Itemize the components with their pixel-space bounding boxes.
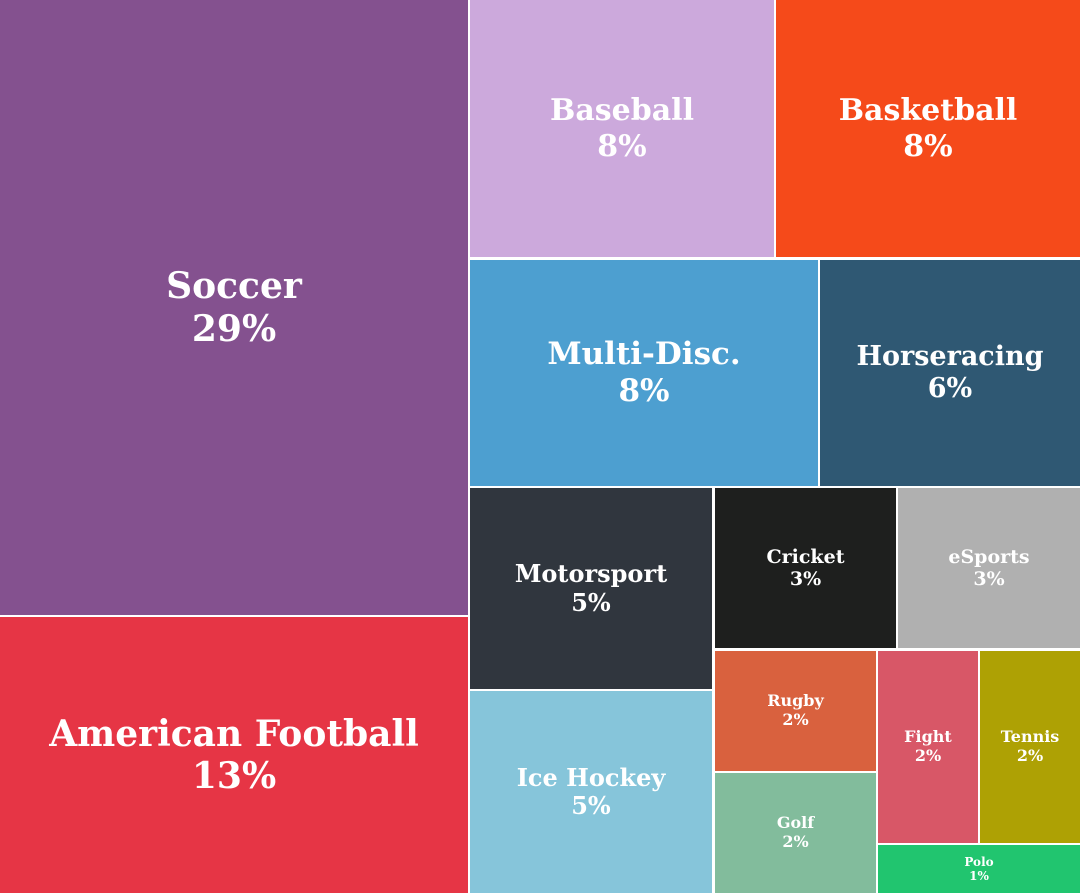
treemap-tile-ice-hockey: Ice Hockey 5% — [470, 691, 712, 893]
tile-percent-label: 29% — [191, 307, 277, 350]
tile-name-label: Baseball — [550, 93, 694, 129]
tile-name-label: Soccer — [166, 265, 302, 308]
tile-name-label: Fight — [904, 727, 952, 747]
treemap-tile-baseball: Baseball 8% — [470, 0, 774, 257]
tile-name-label: American Football — [49, 712, 419, 755]
tile-percent-label: 8% — [597, 128, 647, 164]
treemap-tile-american-football: American Football 13% — [0, 617, 468, 893]
tile-name-label: Ice Hockey — [516, 762, 666, 792]
treemap-tile-horseracing: Horseracing 6% — [820, 260, 1080, 486]
treemap-tile-multi-disc: Multi-Disc. 8% — [470, 260, 818, 486]
tile-percent-label: 2% — [1016, 746, 1044, 765]
treemap-tile-golf: Golf 2% — [715, 773, 876, 893]
treemap-tile-basketball: Basketball 8% — [776, 0, 1080, 257]
tile-percent-label: 13% — [191, 755, 277, 797]
tile-name-label: Motorsport — [514, 559, 668, 589]
tile-percent-label: 2% — [782, 832, 809, 851]
tile-name-label: Polo — [964, 854, 994, 869]
tile-percent-label: 5% — [571, 587, 611, 617]
treemap-tile-fight: Fight 2% — [878, 651, 978, 843]
tile-name-label: Multi-Disc. — [547, 336, 741, 373]
tile-name-label: Golf — [776, 813, 815, 833]
tile-name-label: Tennis — [1000, 727, 1060, 747]
treemap-tile-cricket: Cricket 3% — [715, 488, 896, 648]
tile-percent-label: 2% — [782, 710, 809, 729]
treemap-tile-esports: eSports 3% — [898, 488, 1080, 648]
tile-percent-label: 1% — [969, 869, 989, 883]
tile-percent-label: 3% — [789, 568, 822, 590]
tile-name-label: Cricket — [766, 545, 845, 568]
tile-name-label: Horseracing — [856, 341, 1044, 373]
tile-name-label: eSports — [948, 545, 1030, 568]
treemap-tile-tennis: Tennis 2% — [980, 651, 1080, 843]
tile-percent-label: 5% — [571, 791, 611, 820]
treemap-tile-soccer: Soccer 29% — [0, 0, 468, 615]
tile-name-label: Basketball — [838, 93, 1018, 129]
tile-name-label: Rugby — [767, 691, 824, 711]
tile-percent-label: 8% — [618, 373, 670, 409]
treemap-tile-rugby: Rugby 2% — [715, 651, 876, 771]
treemap-tile-polo: Polo 1% — [878, 845, 1080, 893]
tile-percent-label: 8% — [903, 128, 953, 164]
tile-percent-label: 3% — [973, 568, 1005, 590]
treemap-tile-motorsport: Motorsport 5% — [470, 488, 712, 689]
tile-percent-label: 6% — [927, 373, 973, 404]
tile-percent-label: 2% — [914, 746, 942, 765]
